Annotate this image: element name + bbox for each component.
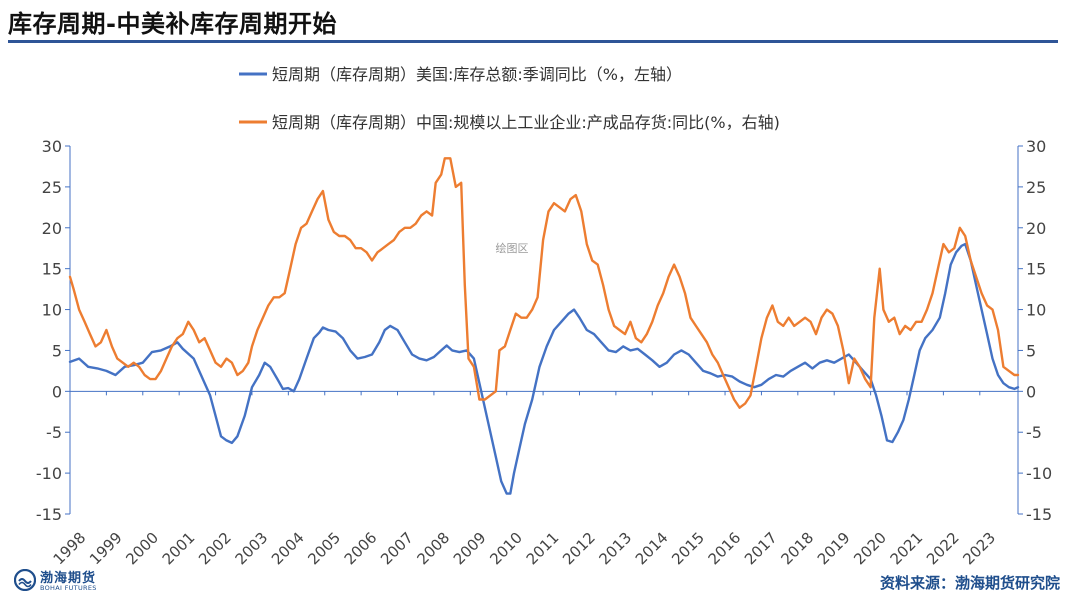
series-line-china [68,157,1020,409]
right-y-tick-label: 0 [1026,382,1036,401]
x-tick-label: 2004 [268,529,308,565]
x-tick-label: 2009 [450,529,490,565]
right-y-tick-label: 20 [1026,219,1046,238]
logo-chinese-name: 渤海期货 [40,571,97,586]
x-tick-label: 2019 [814,529,854,565]
x-tick-label: 2020 [850,529,890,565]
x-tick-label: 2010 [486,529,526,565]
series-layer [68,157,1020,495]
x-tick-label: 1998 [50,529,90,565]
left-y-tick-label: 15 [42,260,62,279]
chart-legend: 短周期（库存周期）美国:库存总额:季调同比（%，左轴） 短周期（库存周期）中国:规… [239,65,780,132]
right-y-tick-label: -15 [1026,505,1052,524]
logo-english-name: BOHAI FUTURES [40,584,97,592]
left-y-tick-label: 25 [42,178,62,197]
left-y-tick-label: 30 [42,137,62,156]
x-tick-label: 2015 [668,529,708,565]
right-y-tick-label: 25 [1026,178,1046,197]
x-tick-label: 2021 [887,529,927,565]
title-underline [8,40,1058,43]
left-y-tick-label: 5 [52,341,62,360]
x-tick-label: 2023 [959,529,999,565]
x-tick-label: 2008 [414,529,454,565]
left-y-tick-label: -15 [36,505,62,524]
left-y-tick-label: -10 [36,464,62,483]
x-tick-label: 2007 [377,529,417,565]
right-y-tick-label: 30 [1026,137,1046,156]
right-y-tick-label: -10 [1026,464,1052,483]
right-y-tick-label: -5 [1026,423,1042,442]
right-y-tick-label: 15 [1026,260,1046,279]
source-note: 资料来源：渤海期货研究院 [879,574,1060,592]
company-logo: 渤海期货 BOHAI FUTURES [14,566,124,596]
left-y-tick-label: 20 [42,219,62,238]
plot-area-tag: 绘图区 [496,241,529,255]
x-tick-label: 2006 [341,529,381,565]
dual-axis-line-chart: 短周期（库存周期）美国:库存总额:季调同比（%，左轴） 短周期（库存周期）中国:规… [36,65,1052,565]
x-tick-label: 2012 [559,529,599,565]
series-line-us [68,242,1020,495]
x-tick-label: 1999 [86,529,126,565]
x-tick-label: 2017 [741,529,781,565]
bohai-logo-icon [14,569,36,591]
x-tick-label: 2005 [304,529,344,565]
legend-label-1: 短周期（库存周期）中国:规模以上工业企业:产成品存货:同比(%，右轴) [272,113,780,132]
x-tick-label: 2003 [232,529,272,565]
right-y-tick-label: 10 [1026,301,1046,320]
x-tick-label: 2002 [195,529,235,565]
left-y-tick-label: 10 [42,301,62,320]
x-tick-label: 2001 [159,529,199,565]
left-y-tick-label: 0 [52,382,62,401]
right-y-tick-label: 5 [1026,341,1036,360]
left-y-tick-label: -5 [46,423,62,442]
x-tick-label: 2013 [595,529,635,565]
x-tick-label: 2018 [777,529,817,565]
x-tick-label: 2014 [632,529,672,565]
x-tick-label: 2016 [705,529,745,565]
x-tick-label: 2011 [523,529,563,565]
x-tick-label: 2000 [122,529,162,565]
legend-label-0: 短周期（库存周期）美国:库存总额:季调同比（%，左轴） [272,65,682,84]
x-tick-label: 2022 [923,529,963,565]
page-title: 库存周期-中美补库存周期开始 [8,10,337,38]
